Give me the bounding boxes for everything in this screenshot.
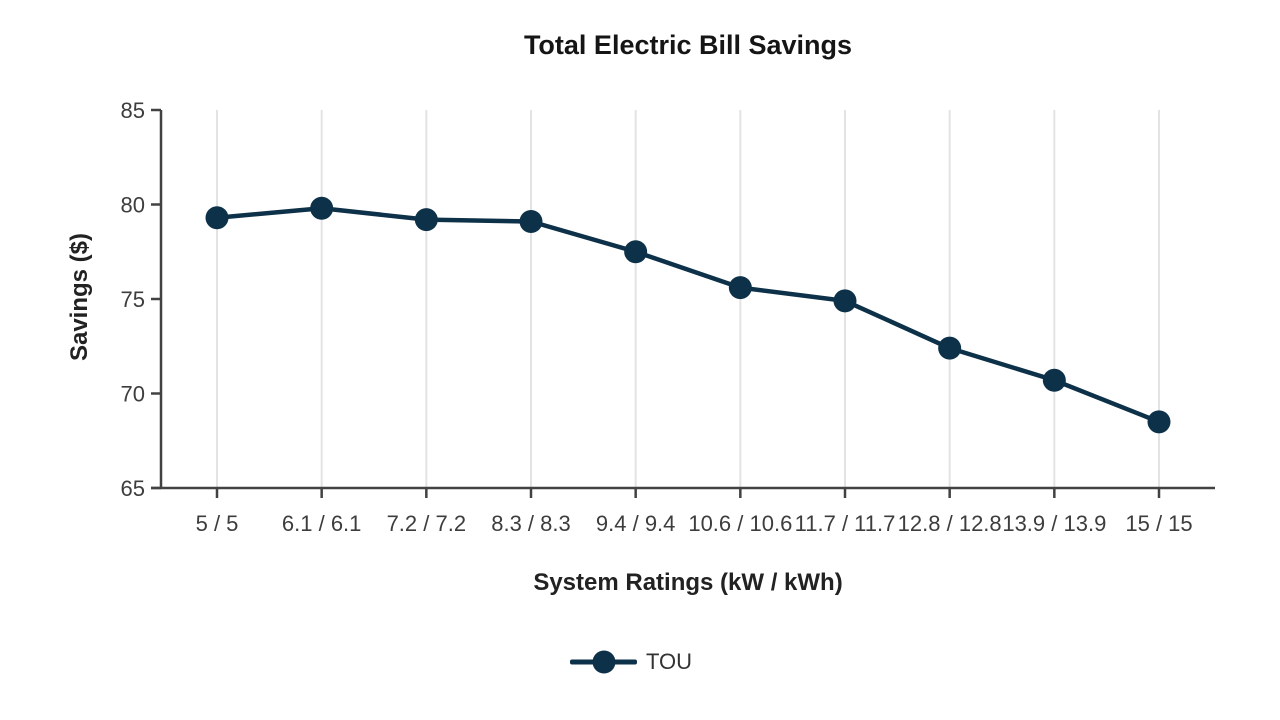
- y-tick-label: 75: [121, 287, 145, 312]
- x-axis-title: System Ratings (kW / kWh): [533, 569, 843, 596]
- x-tick-label: 12.8 / 12.8: [898, 511, 1002, 536]
- data-point: [1147, 410, 1171, 434]
- data-point: [938, 336, 962, 360]
- data-point: [519, 210, 543, 234]
- chart-title: Total Electric Bill Savings: [523, 30, 853, 60]
- legend-dot-icon: [592, 650, 615, 674]
- y-tick-label: 70: [121, 382, 145, 407]
- x-tick-label: 7.2 / 7.2: [387, 511, 467, 536]
- x-tick-label: 8.3 / 8.3: [491, 511, 571, 536]
- x-tick-label: 15 / 15: [1125, 511, 1192, 536]
- series-line: [214, 206, 1162, 425]
- data-point: [728, 276, 752, 300]
- legend[interactable]: TOU: [570, 648, 692, 676]
- y-tick-label: 85: [121, 98, 145, 123]
- data-point: [414, 208, 438, 232]
- legend-series-marker-icon: [570, 648, 637, 676]
- legend-label: TOU: [646, 649, 693, 674]
- x-tick-label: 13.9 / 13.9: [1002, 511, 1106, 536]
- x-tick-label: 5 / 5: [196, 511, 239, 536]
- x-tick-label: 9.4 / 9.4: [596, 511, 676, 536]
- x-tick-label: 11.7 / 11.7: [795, 511, 896, 536]
- data-point: [833, 289, 857, 313]
- x-tick-label: 10.6 / 10.6: [688, 511, 792, 536]
- data-point: [1042, 368, 1066, 392]
- y-tick-label: 80: [121, 193, 145, 218]
- y-tick-label: 65: [121, 476, 145, 501]
- data-point: [205, 206, 229, 230]
- data-point: [310, 196, 334, 220]
- x-tick-label: 6.1 / 6.1: [282, 511, 362, 536]
- data-point: [624, 240, 648, 264]
